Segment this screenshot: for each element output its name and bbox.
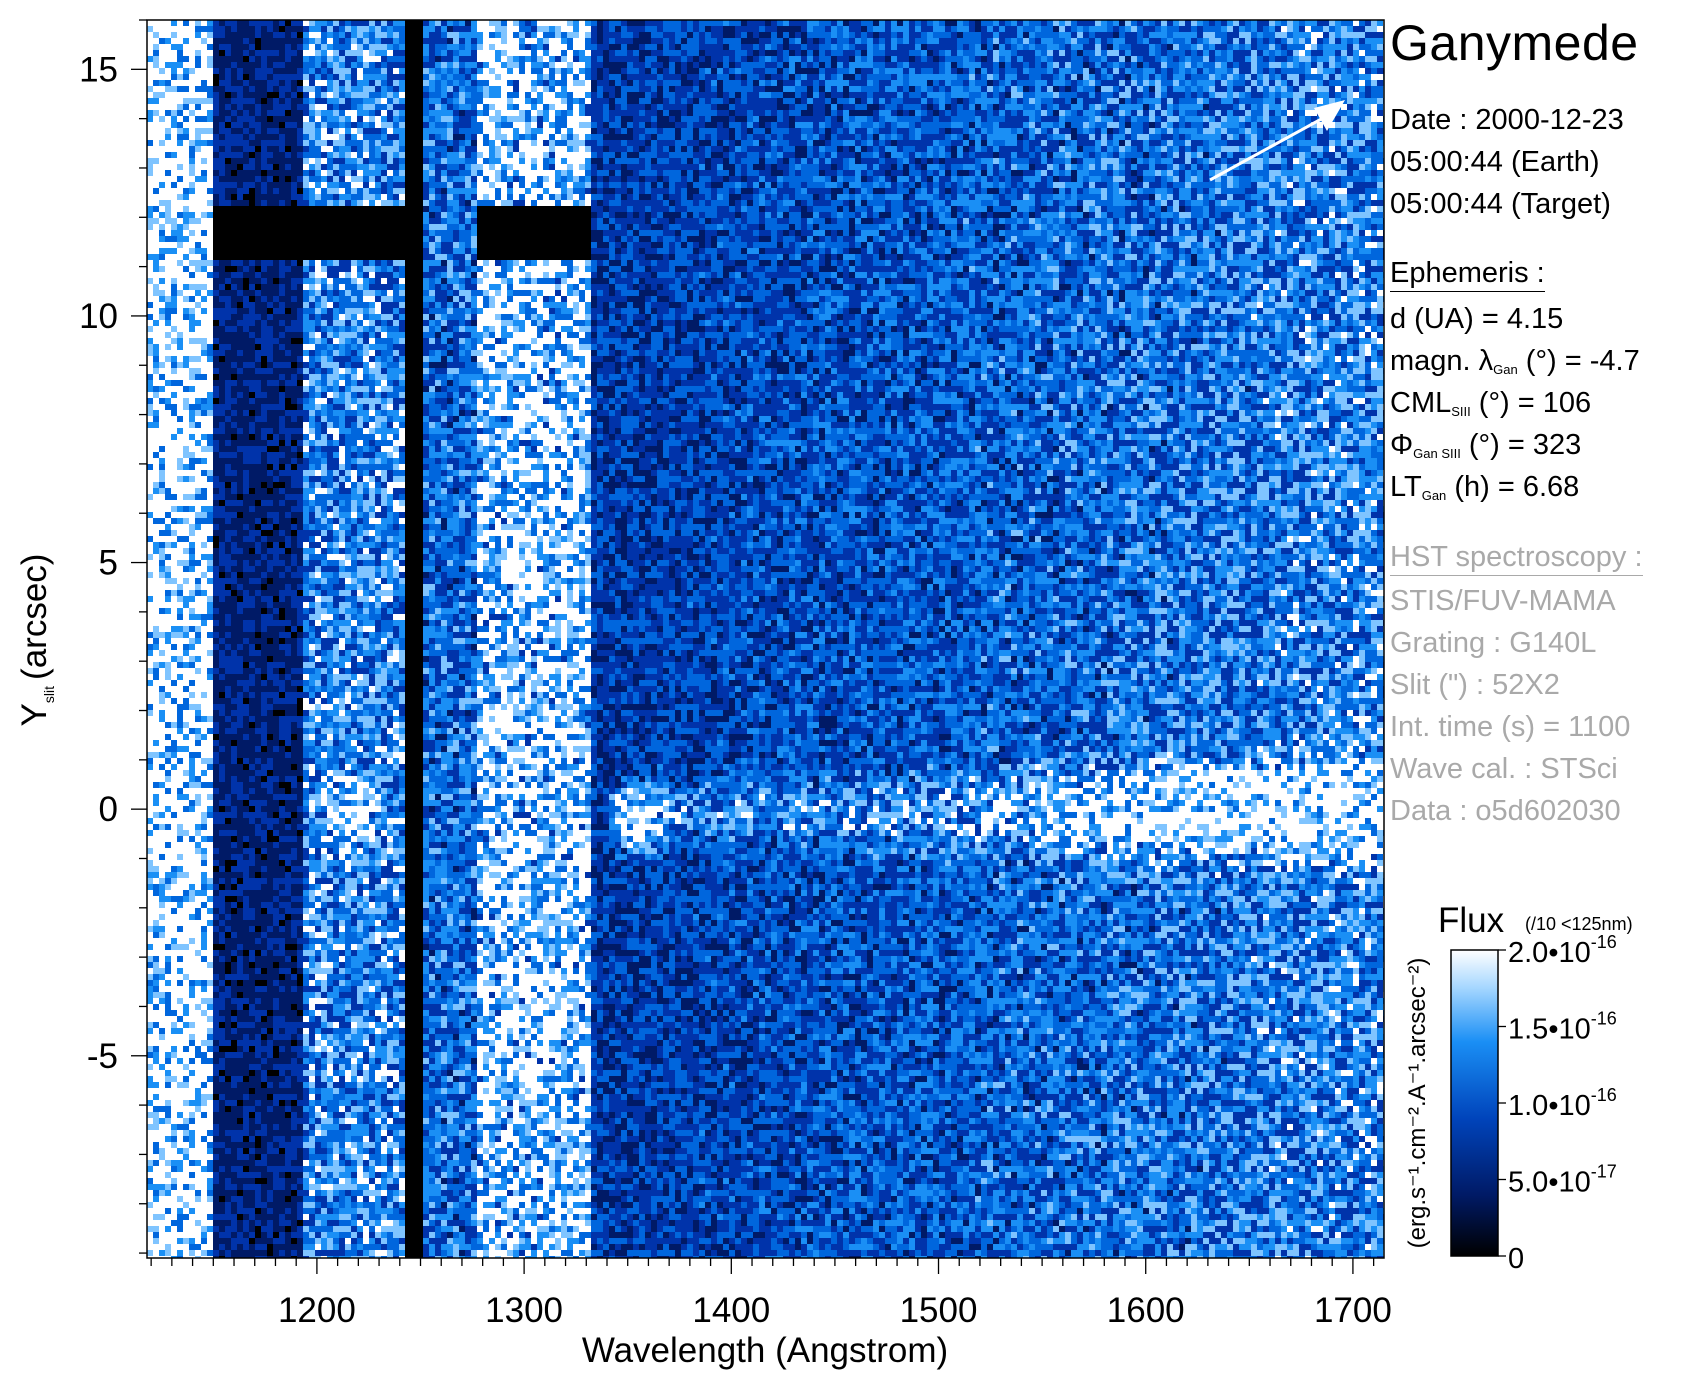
x-tick-label: 1300 (485, 1291, 563, 1330)
x-tick-label: 1700 (1314, 1291, 1392, 1330)
x-tick-label: 1600 (1107, 1291, 1185, 1330)
eph-distance: d (UA) = 4.15 (1390, 303, 1564, 335)
colorbar-tick-label: 1.0•10-16 (1508, 1085, 1617, 1122)
ephemeris-header: Ephemeris : (1390, 257, 1545, 292)
x-axis-label: Wavelength (Angstrom) (582, 1331, 948, 1370)
heatmap-cells-level-3 (147, 20, 1384, 1258)
x-tick-label: 1200 (278, 1291, 356, 1330)
colorbar-tick-label: 5.0•10-17 (1508, 1162, 1617, 1199)
colorbar-note: (/10 <125nm) (1525, 914, 1633, 934)
colorbar-gradient (1450, 949, 1499, 1257)
y-tick-label: 5 (99, 544, 118, 583)
y-tick-label: 10 (79, 297, 118, 336)
obs-time-target: 05:00:44 (Target) (1390, 188, 1611, 220)
heatmap-cells-level-1 (213, 20, 1251, 1258)
wave-calibration: Wave cal. : STSci (1390, 753, 1618, 785)
y-axis-label: Yslit (arcsec) (15, 554, 57, 727)
y-tick-label: -5 (87, 1037, 118, 1076)
heatmap-cells-level-2 (213, 20, 1384, 1258)
x-tick-label: 1500 (900, 1291, 978, 1330)
y-tick-label: 15 (79, 50, 118, 89)
eph-cml: CMLSIII (°) = 106 (1390, 387, 1592, 419)
slit: Slit (") : 52X2 (1390, 669, 1560, 701)
y-tick-label: 0 (99, 790, 118, 829)
plot-frame (146, 19, 1385, 1259)
y-axis-label-sub: slit (41, 686, 57, 703)
colorbar-tick-label: 1.5•10-16 (1508, 1009, 1617, 1046)
eph-magn-latitude: magn. λGan (°) = -4.7 (1390, 345, 1640, 377)
heatmap-cells-level-5 (147, 20, 1384, 1258)
y-axis-label-unit: (arcsec) (15, 554, 54, 680)
x-axis: 1200 1300 1400 1500 1600 1700 (150, 1258, 1392, 1330)
colorbar: Flux (/10 <125nm) (erg.s⁻¹.cm⁻².A⁻¹.arcs… (1404, 901, 1633, 1275)
heatmap-cells-level-4 (147, 20, 1384, 1258)
colorbar-unit-label: (erg.s⁻¹.cm⁻².A⁻¹.arcsec⁻²) (1404, 958, 1431, 1249)
colorbar-ticks: 0 5.0•10-17 1.0•10-16 1.5•10-16 2.0•10-16 (1498, 932, 1617, 1275)
colorbar-tick-label: 0 (1508, 1243, 1524, 1275)
dataset-id: Data : o5d602030 (1390, 795, 1621, 827)
obs-date: Date : 2000-12-23 (1390, 104, 1624, 136)
hst-header: HST spectroscopy : (1390, 541, 1643, 576)
integration-time: Int. time (s) = 1100 (1390, 711, 1631, 743)
heatmap-image (147, 20, 1384, 1258)
x-tick-label: 1400 (692, 1291, 770, 1330)
target-title: Ganymede (1390, 15, 1639, 71)
eph-phi: ΦGan SIII (°) = 323 (1390, 429, 1582, 461)
instrument: STIS/FUV-MAMA (1390, 585, 1616, 617)
grating: Grating : G140L (1390, 627, 1597, 659)
colorbar-tick-label: 2.0•10-16 (1508, 932, 1617, 969)
eph-local-time: LTGan (h) = 6.68 (1390, 471, 1580, 503)
y-axis-label-main: Y (15, 703, 54, 726)
svg-text:Yslit(arcsec): Yslit (arcsec) (15, 554, 57, 727)
info-panel: Ganymede Date : 2000-12-23 05:00:44 (Ear… (1390, 0, 1683, 1385)
obs-time-earth: 05:00:44 (Earth) (1390, 146, 1600, 178)
colorbar-title: Flux (1438, 901, 1505, 940)
north-arrow (1209, 100, 1345, 182)
y-axis: -5 0 5 10 15 (79, 19, 147, 1254)
